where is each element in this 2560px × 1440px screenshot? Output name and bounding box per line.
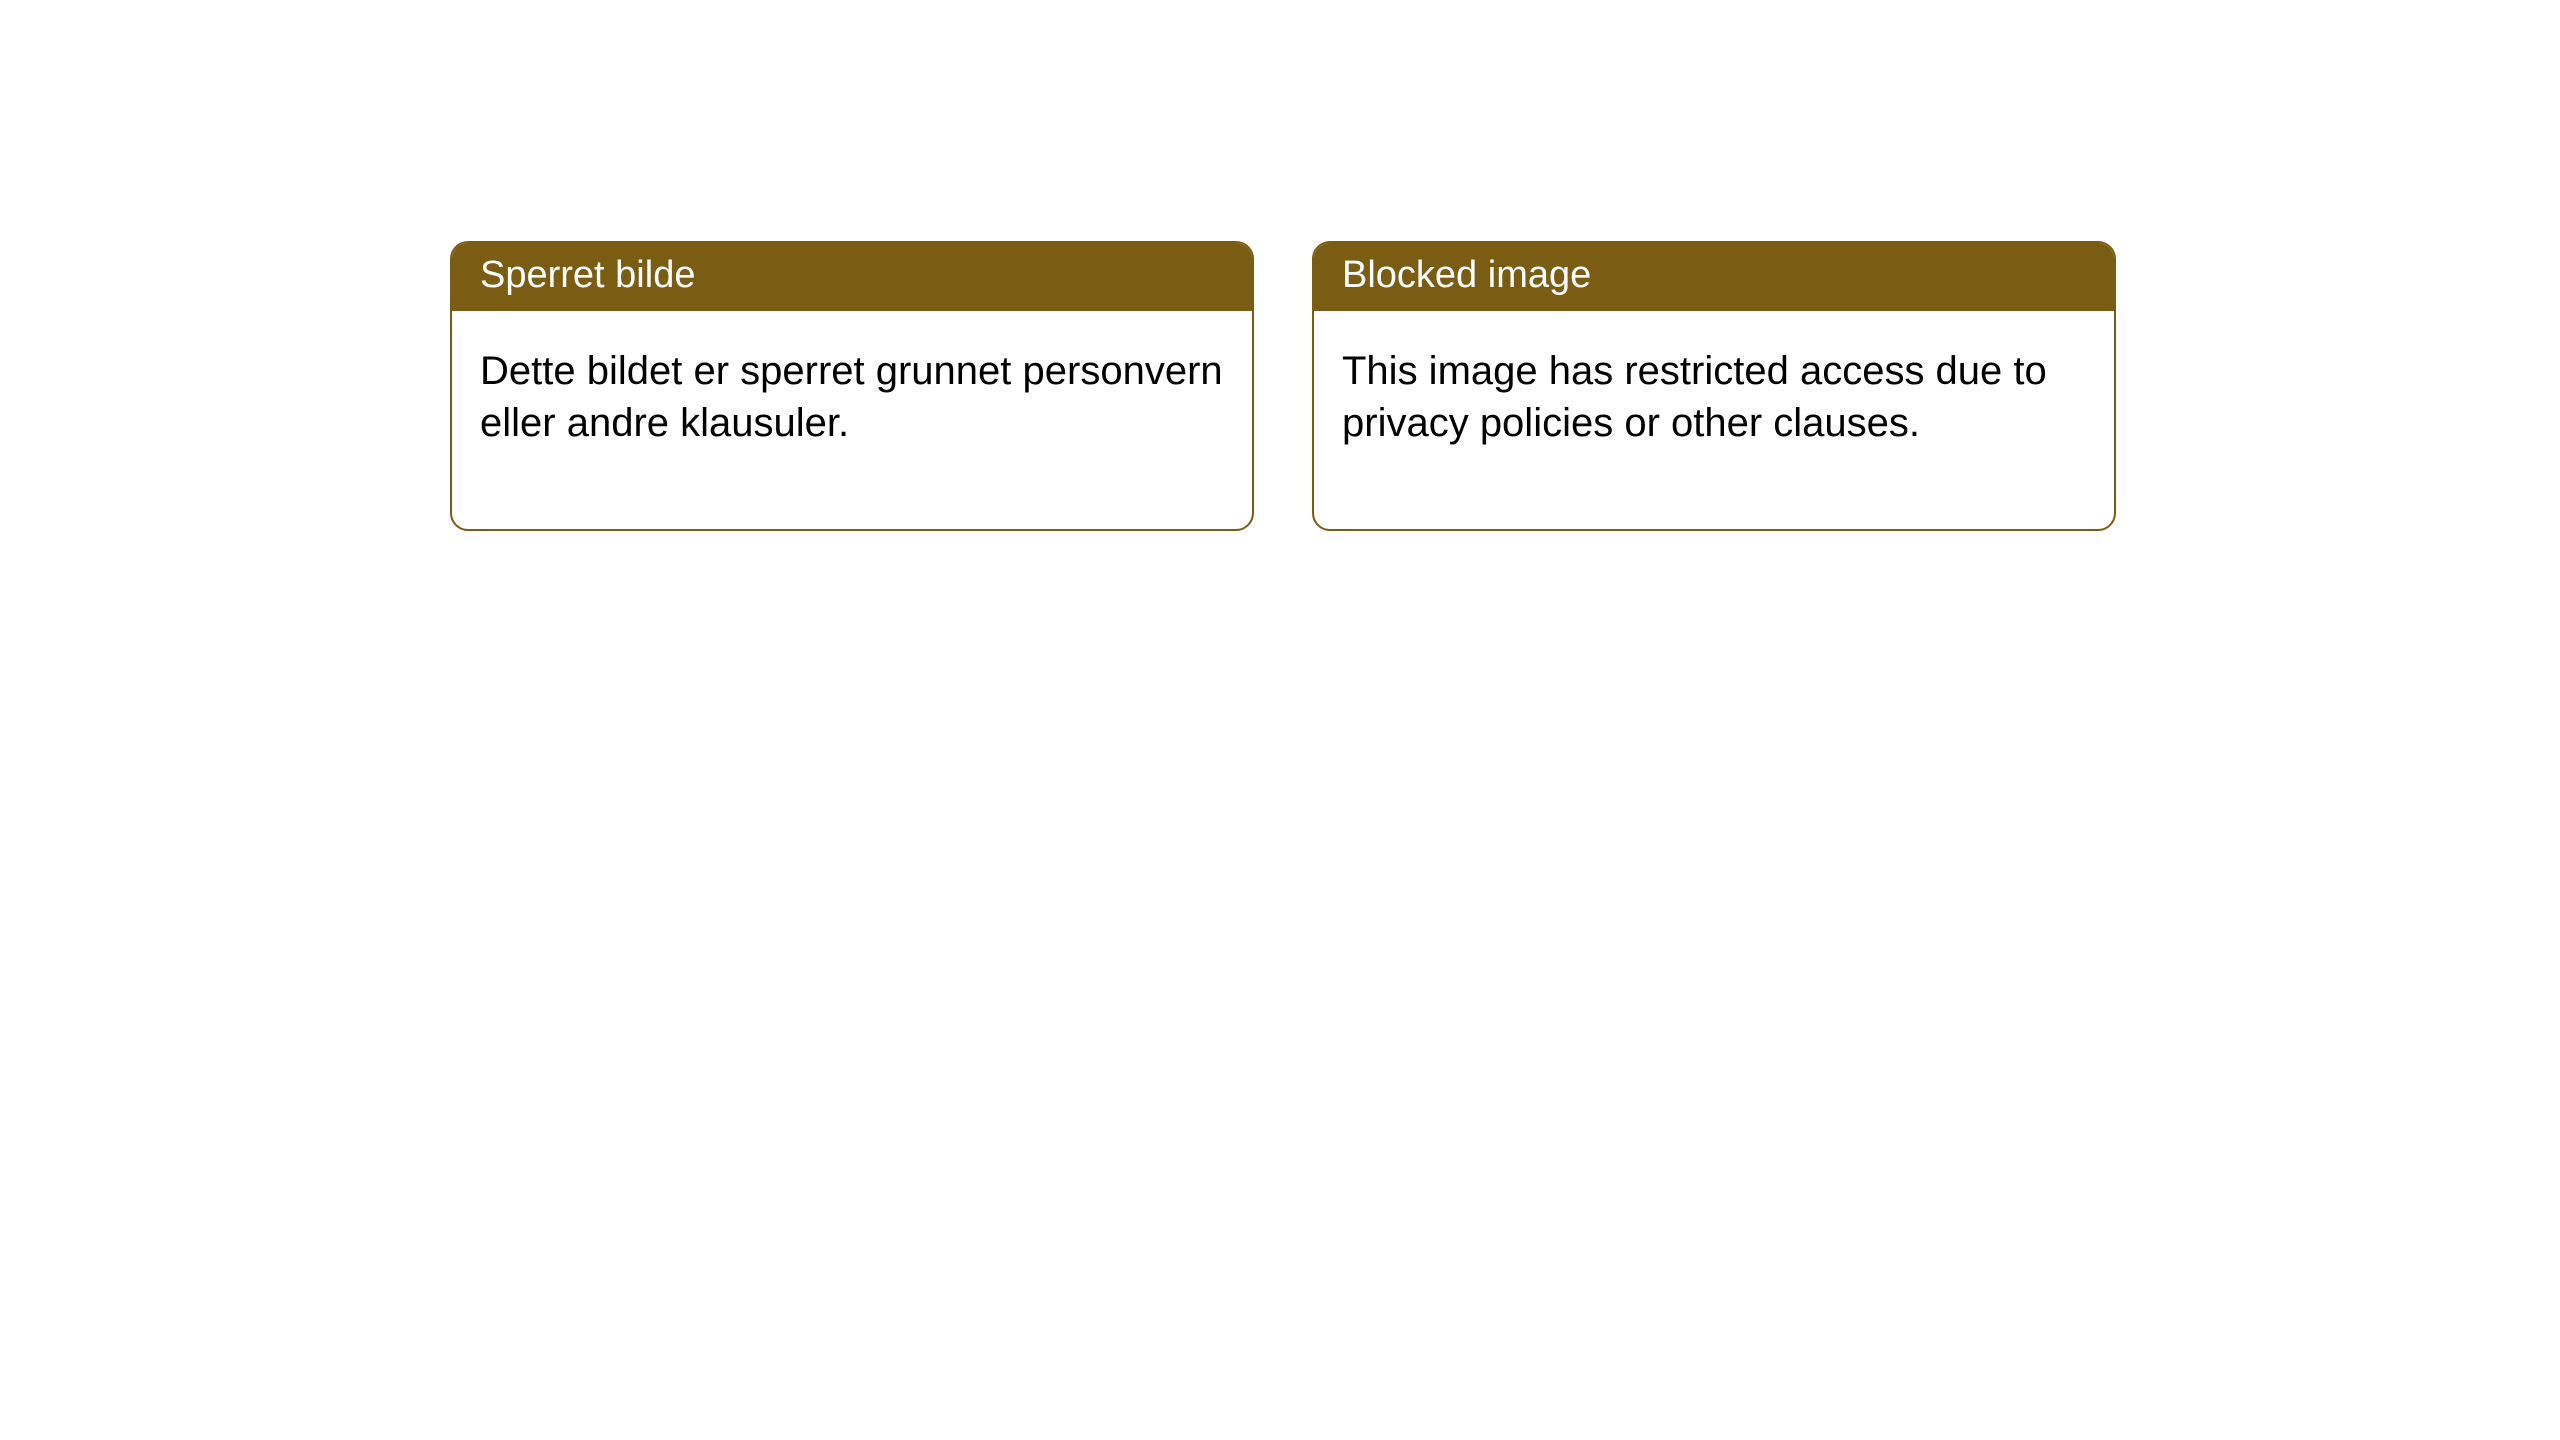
notice-body-en: This image has restricted access due to … bbox=[1314, 311, 2114, 529]
notice-body-no: Dette bildet er sperret grunnet personve… bbox=[452, 311, 1252, 529]
notice-card-en: Blocked image This image has restricted … bbox=[1312, 241, 2116, 531]
notice-header-en: Blocked image bbox=[1314, 243, 2114, 311]
notice-container: Sperret bilde Dette bildet er sperret gr… bbox=[450, 241, 2116, 531]
notice-card-no: Sperret bilde Dette bildet er sperret gr… bbox=[450, 241, 1254, 531]
notice-header-no: Sperret bilde bbox=[452, 243, 1252, 311]
